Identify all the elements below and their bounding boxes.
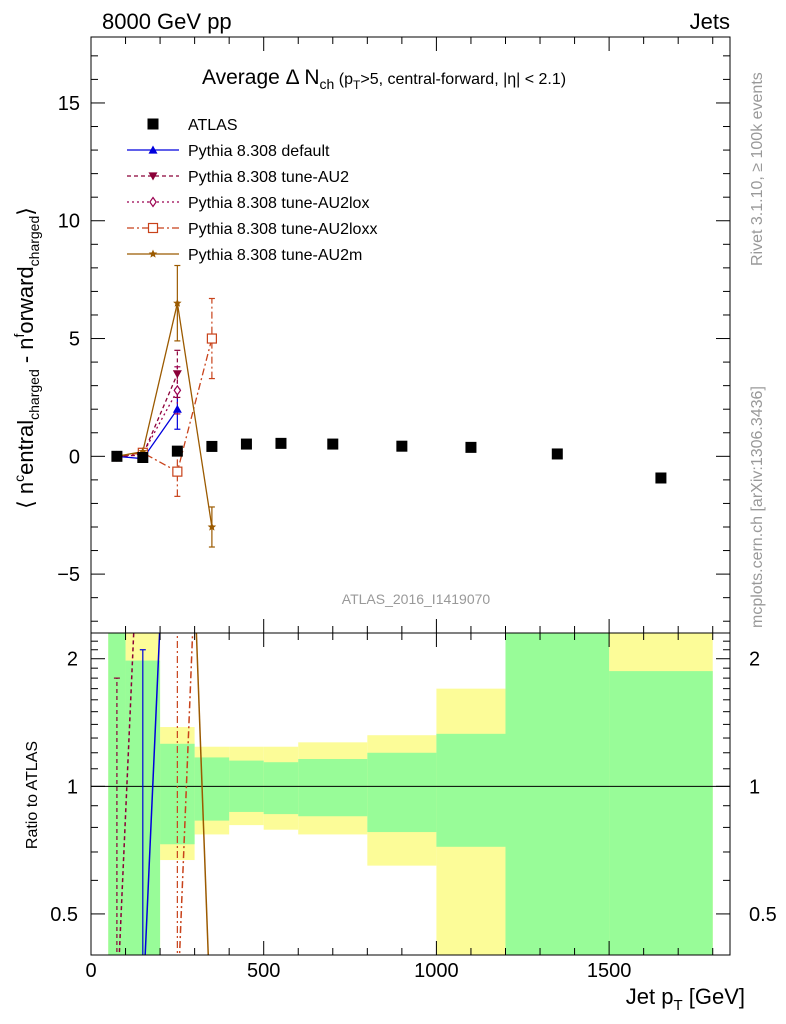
ratio-y-tick-label: 0.5 [50, 904, 78, 926]
data-point [327, 438, 339, 450]
legend-marker [148, 172, 158, 181]
legend-marker [147, 222, 159, 234]
x-tick-labels: 0 500 1000 1500 [85, 960, 631, 982]
data-point [172, 404, 182, 413]
legend-label: Pythia 8.308 tune-AU2loxx [188, 221, 377, 238]
legend-label: Pythia 8.308 tune-AU2 [188, 169, 349, 186]
legend-entry: Pythia 8.308 tune-AU2m [127, 247, 362, 264]
ratio-y-axis-label: Ratio to ATLAS [24, 741, 41, 849]
legend-label: Pythia 8.308 tune-AU2m [188, 247, 362, 264]
data-point [655, 472, 667, 484]
series-2-points [112, 370, 182, 461]
data-point [111, 450, 123, 462]
plot-title: Average Δ Nch (pT>5, central-forward, |η… [202, 66, 566, 92]
legend-label: Pythia 8.308 tune-AU2lox [188, 195, 369, 212]
series-4 [116, 297, 215, 497]
data-point [171, 445, 183, 457]
legend-entry: Pythia 8.308 tune-AU2lox [127, 195, 369, 212]
y-tick-label: −5 [57, 564, 80, 586]
x-tick-label: 0 [85, 960, 96, 982]
ratio-axis-ticks [90, 633, 730, 956]
analysis-id: ATLAS_2016_I1419070 [342, 591, 491, 607]
ratio-y-tick-labels: 0.5 0.5 1 1 2 2 [50, 649, 777, 926]
main-axis-ticks [90, 37, 730, 633]
ratio-y-tick-label-right: 2 [749, 649, 760, 671]
main-panel: −5 0 5 10 15 Average Δ Nch (pT>5, central-fo… [11, 36, 731, 634]
legend-marker [148, 145, 158, 154]
main-y-tick-labels: −5 0 5 10 15 [57, 93, 80, 586]
data-point [206, 440, 218, 452]
uncertainty-band-green [505, 633, 610, 955]
series-3 [116, 366, 181, 457]
data-point [173, 298, 182, 307]
uncertainty-band-green [263, 762, 299, 815]
uncertainty-band-green [298, 759, 368, 817]
energy-label: 8000 GeV pp [102, 9, 232, 34]
source-label: mcplots.cern.ch [arXiv:1306.3436] [749, 386, 766, 628]
main-frame [90, 36, 731, 634]
data-point [206, 333, 217, 344]
data-point [240, 438, 252, 450]
series-2 [116, 349, 181, 457]
ratio-y-tick-label-right: 0.5 [749, 904, 777, 926]
x-axis-label: Jet pT [GeV] [626, 984, 745, 1014]
ratio-y-tick-label-right: 1 [749, 776, 760, 798]
legend-label: Pythia 8.308 default [188, 143, 330, 160]
legend-entry: Pythia 8.308 tune-AU2 [127, 169, 349, 186]
data-point [465, 441, 477, 453]
y-tick-label: 5 [69, 329, 80, 351]
legend-marker [148, 249, 158, 258]
series-line [116, 373, 178, 457]
legend-marker [147, 118, 159, 130]
uncertainty-band-green [436, 733, 506, 847]
ratio-bands [108, 633, 713, 955]
y-tick-label: 0 [69, 446, 80, 468]
uncertainty-band-green [367, 752, 437, 833]
ratio-y-tick-label: 2 [67, 649, 78, 671]
data-point [137, 451, 149, 463]
legend-label: ATLAS [188, 117, 238, 134]
data-point [172, 466, 183, 477]
ratio-panel: 0.5 0.5 1 1 2 2 0 500 1000 1500 Ratio to ATLAS J… [24, 632, 777, 1014]
legend-entry: Pythia 8.308 tune-AU2loxx [127, 221, 377, 238]
data-point [173, 384, 182, 396]
legend: ATLAS Pythia 8.308 default Pythia 8.308 tu… [127, 117, 377, 264]
data-point [207, 522, 217, 531]
legend-marker [149, 196, 157, 208]
data-point [396, 440, 408, 452]
ratio-lines [113, 633, 210, 955]
ratio-series-0 [144, 633, 161, 955]
main-y-axis-label: ⟨ ncentralcharged - nforwardcharged⟩ [11, 207, 42, 509]
series-0-points [111, 437, 667, 484]
x-tick-label: 1000 [414, 960, 459, 982]
series-5 [116, 264, 215, 548]
legend-entry: ATLAS [147, 117, 238, 134]
data-point [551, 448, 563, 460]
ratio-series-3 [195, 633, 210, 955]
y-tick-label: 15 [58, 93, 80, 115]
legend-entry: Pythia 8.308 default [127, 143, 330, 160]
data-point [172, 370, 182, 379]
ratio-series-2 [178, 633, 194, 955]
data-point [275, 437, 287, 449]
ratio-series-1 [118, 633, 135, 955]
rivet-label: Rivet 3.1.10, ≥ 100k events [749, 72, 766, 266]
x-tick-label: 1500 [587, 960, 632, 982]
y-tick-label: 10 [58, 211, 80, 233]
series-line [116, 338, 213, 473]
series-line [116, 303, 213, 528]
uncertainty-band-green [609, 671, 713, 955]
ratio-frame [90, 632, 731, 956]
category-label: Jets [690, 9, 730, 34]
uncertainty-band-green [194, 757, 230, 821]
ratio-y-tick-label: 1 [67, 776, 78, 798]
x-tick-label: 500 [247, 960, 280, 982]
